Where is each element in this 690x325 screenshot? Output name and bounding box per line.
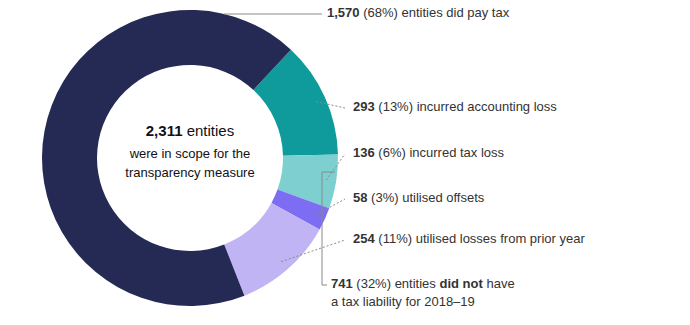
svg-text:254 (11%) utilised losses from: 254 (11%) utilised losses from prior yea… [353,231,585,246]
svg-text:741 (32%) entities did not hav: 741 (32%) entities did not have [331,276,515,291]
svg-text:58 (3%) utilised offsets: 58 (3%) utilised offsets [353,190,485,205]
svg-text:2,311 entities: 2,311 entities [146,122,234,139]
svg-text:1,570 (68%) entities did pay t: 1,570 (68%) entities did pay tax [327,5,510,20]
svg-text:transparency measure: transparency measure [125,165,254,180]
svg-text:were in scope for the: were in scope for the [129,146,251,161]
svg-text:136 (6%) incurred tax loss: 136 (6%) incurred tax loss [353,145,505,160]
svg-text:293 (13%) incurred accounting: 293 (13%) incurred accounting loss [353,99,557,114]
svg-text:a tax liability for 2018–19: a tax liability for 2018–19 [331,294,475,309]
